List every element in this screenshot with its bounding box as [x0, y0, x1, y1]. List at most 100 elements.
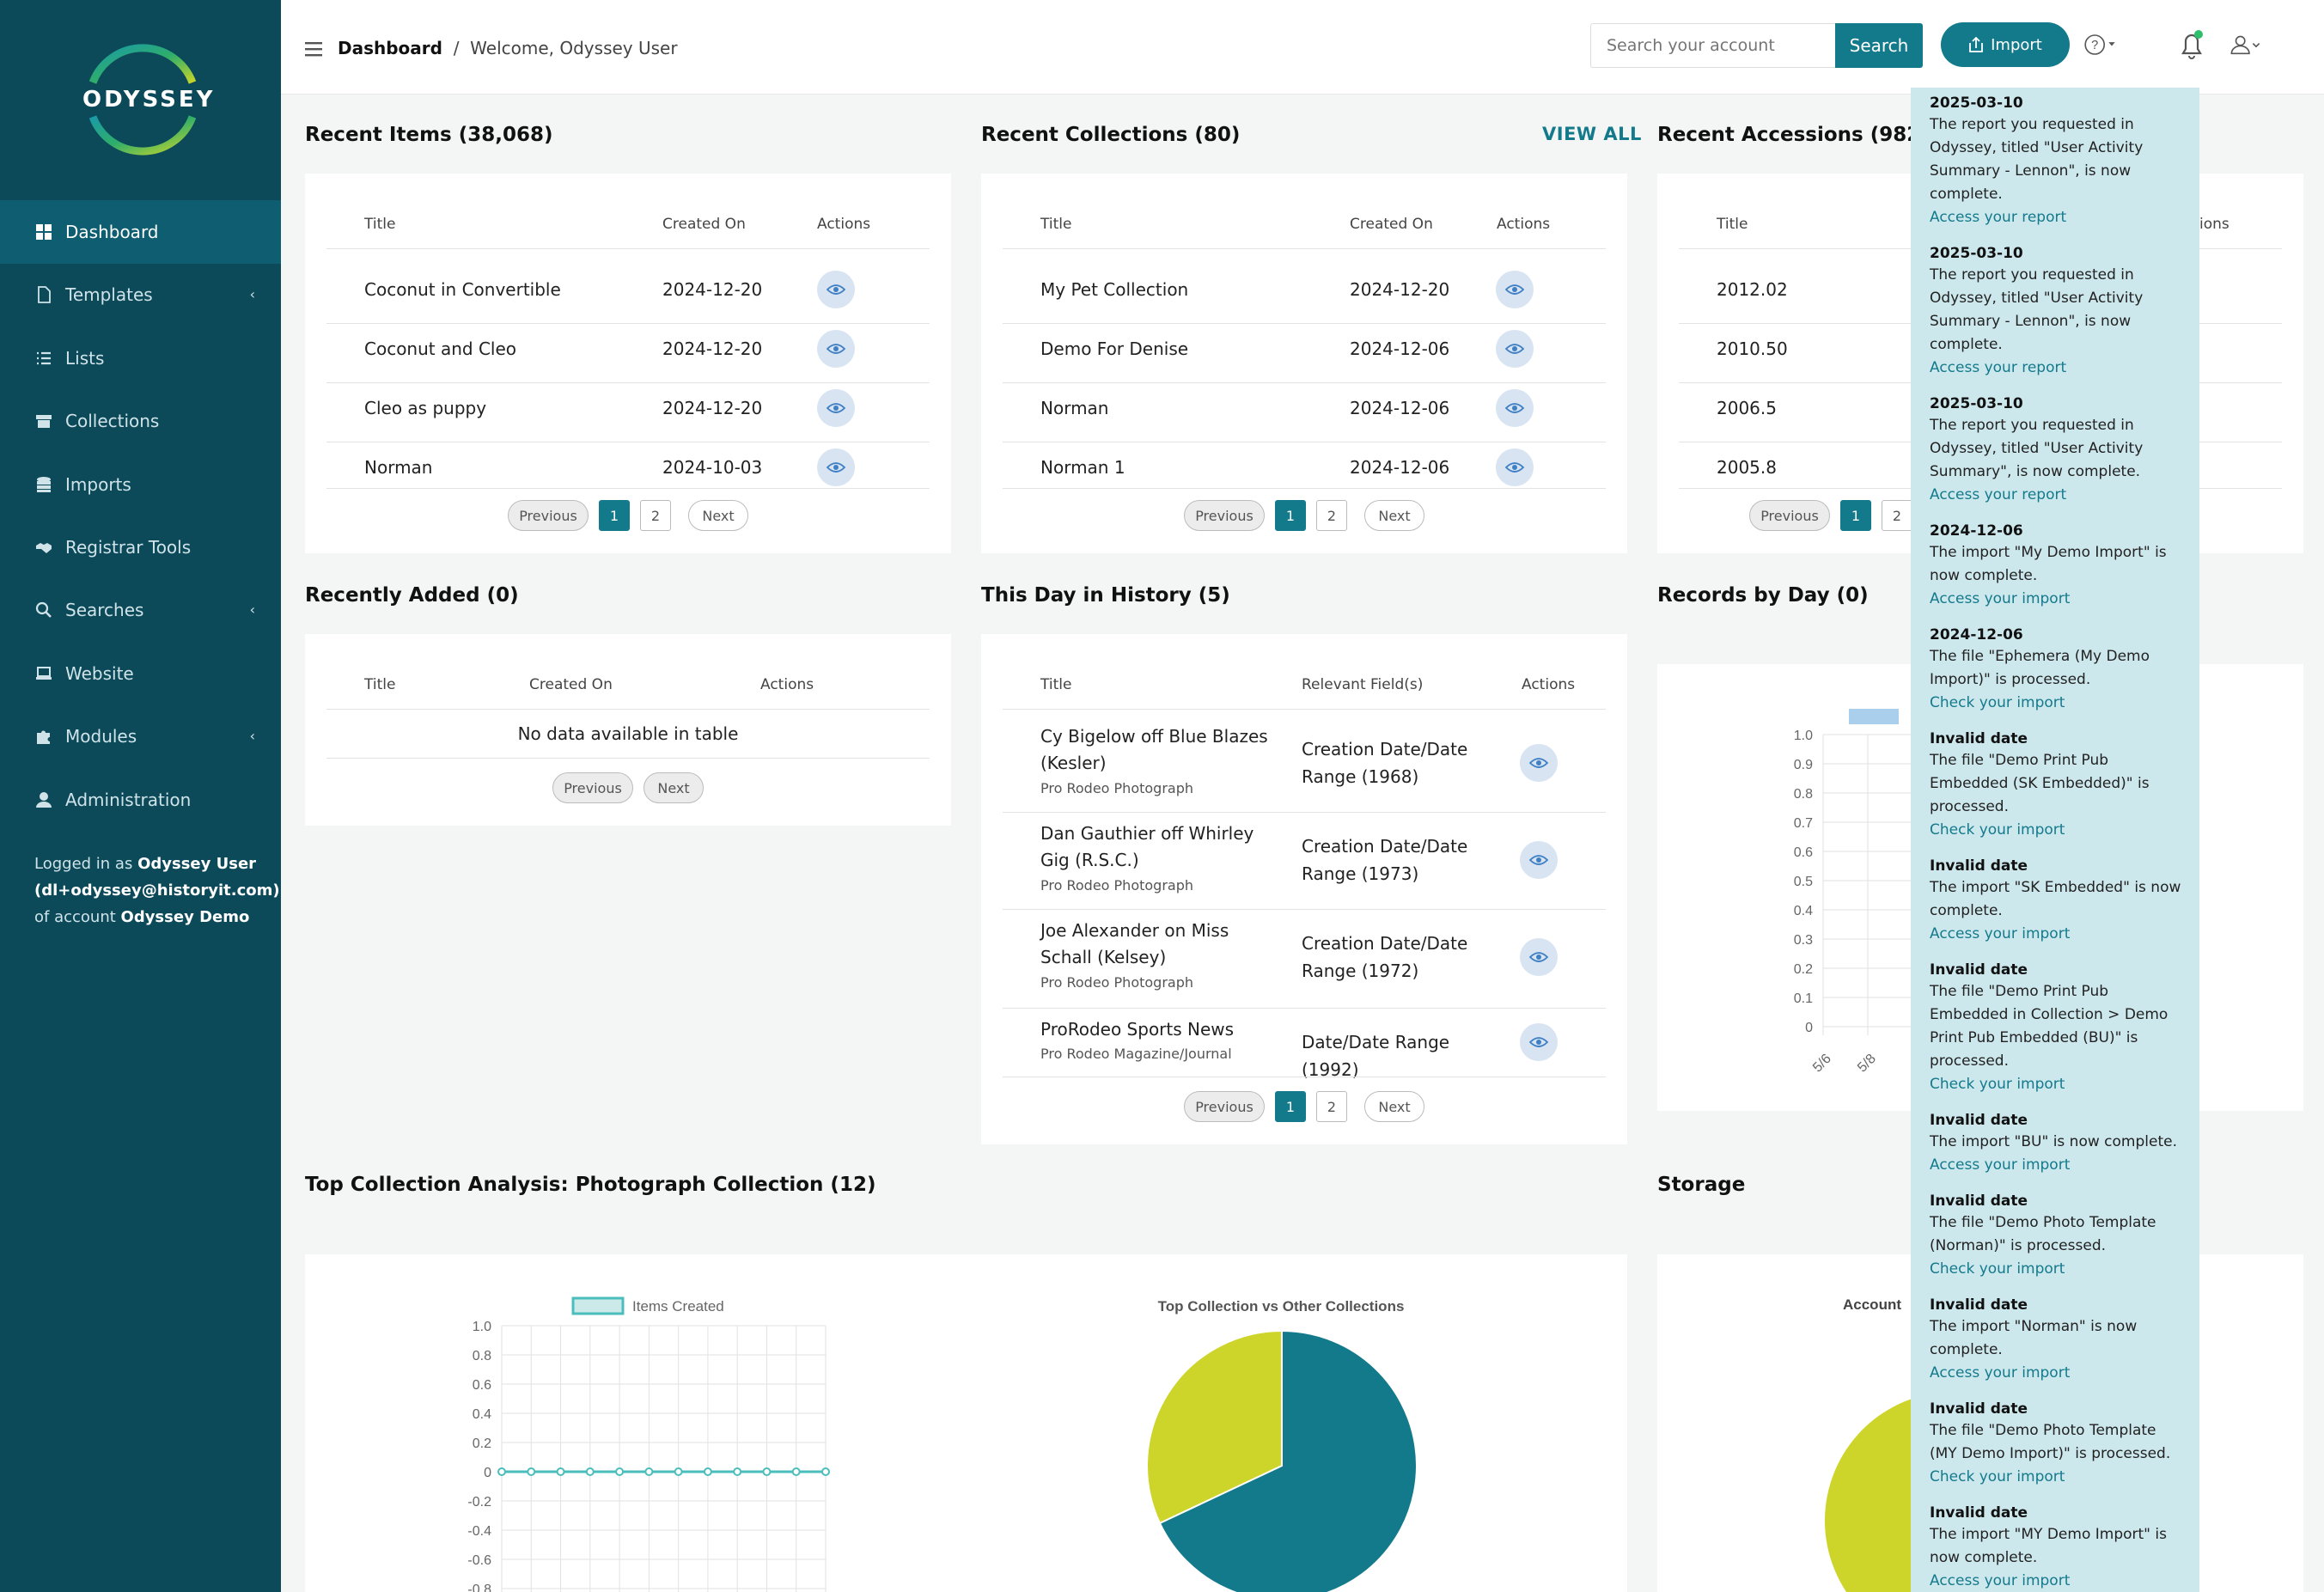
item-title[interactable]: Cleo as puppy — [364, 398, 487, 418]
recent-accessions-title: Recent Accessions (982) — [1657, 124, 1930, 146]
history-item-title[interactable]: Cy Bigelow off Blue Blazes (Kesler) — [1040, 723, 1268, 777]
view-all-link[interactable]: VIEW ALL — [1542, 124, 1642, 144]
sidebar-item-modules[interactable]: Modules ‹ — [0, 705, 281, 768]
notification-link[interactable]: Access your import — [1930, 925, 2071, 942]
sidebar-item-imports[interactable]: Imports — [0, 453, 281, 516]
page-2-button[interactable]: 2 — [1316, 500, 1347, 531]
eye-icon — [1505, 462, 1524, 473]
notification-link[interactable]: Check your import — [1930, 694, 2065, 711]
collection-title[interactable]: Norman — [1040, 398, 1109, 418]
accession-title[interactable]: 2012.02 — [1717, 279, 1788, 300]
accession-title[interactable]: 2010.50 — [1717, 339, 1788, 359]
recent-collections-card: Title Created On Actions My Pet Collecti… — [981, 174, 1627, 553]
page-2-button[interactable]: 2 — [1882, 500, 1912, 531]
prev-button[interactable]: Previous — [1184, 500, 1265, 531]
notification-message: Embedded (SK Embedded)" is — [1930, 775, 2150, 792]
notification-link[interactable]: Access your report — [1930, 359, 2067, 376]
pie-slice — [1158, 1329, 1418, 1592]
view-button[interactable] — [1496, 448, 1534, 486]
prev-button[interactable]: Previous — [1749, 500, 1830, 531]
user-menu-icon[interactable] — [2228, 26, 2266, 64]
notification-link[interactable]: Check your import — [1930, 1468, 2065, 1485]
sidebar-item-administration[interactable]: Administration — [0, 768, 281, 832]
collection-title[interactable]: Demo For Denise — [1040, 339, 1189, 359]
view-button[interactable] — [1520, 1023, 1558, 1061]
prev-button[interactable]: Previous — [508, 500, 589, 531]
col-created-on[interactable]: Created On — [1350, 216, 1433, 233]
page-2-button[interactable]: 2 — [640, 500, 671, 531]
page-2-button[interactable]: 2 — [1316, 1091, 1347, 1122]
x-tick-label: 5/8 — [1855, 1052, 1879, 1076]
accession-title[interactable]: 2005.8 — [1717, 457, 1777, 478]
notification-link[interactable]: Access your import — [1930, 1364, 2071, 1382]
notification-link[interactable]: Access your import — [1930, 590, 2071, 607]
col-created-on[interactable]: Created On — [662, 216, 746, 233]
sidebar-item-dashboard[interactable]: Dashboard — [0, 200, 281, 264]
eye-icon — [827, 462, 845, 473]
notification-link[interactable]: Access your import — [1930, 1572, 2071, 1589]
y-tick-label: 0 — [484, 1466, 491, 1480]
page-1-button[interactable]: 1 — [599, 500, 630, 531]
notification-link[interactable]: Access your import — [1930, 1156, 2071, 1174]
notification-link[interactable]: Check your import — [1930, 1076, 2065, 1093]
view-button[interactable] — [1520, 841, 1558, 879]
view-button[interactable] — [1496, 330, 1534, 368]
sidebar-item-templates[interactable]: Templates ‹ — [0, 263, 281, 326]
page-1-button[interactable]: 1 — [1840, 500, 1871, 531]
view-button[interactable] — [1496, 389, 1534, 427]
notification-link[interactable]: Access your report — [1930, 209, 2067, 226]
search-input[interactable] — [1590, 23, 1836, 68]
sidebar-item-searches[interactable]: Searches ‹ — [0, 578, 281, 642]
view-button[interactable] — [817, 271, 855, 308]
item-title[interactable]: Coconut in Convertible — [364, 279, 561, 300]
notification-link[interactable]: Check your import — [1930, 1260, 2065, 1278]
odyssey-logo[interactable]: ODYSSEY — [82, 38, 213, 158]
search-button[interactable]: Search — [1835, 23, 1923, 68]
view-button[interactable] — [1520, 744, 1558, 782]
notification-link[interactable]: Access your report — [1930, 486, 2067, 503]
item-title[interactable]: Coconut and Cleo — [364, 339, 517, 359]
collection-title[interactable]: My Pet Collection — [1040, 279, 1189, 300]
notification-link[interactable]: Check your import — [1930, 821, 2065, 839]
help-icon[interactable]: ? — [2083, 26, 2121, 64]
view-button[interactable] — [817, 389, 855, 427]
hamburger-menu-icon[interactable] — [305, 41, 322, 57]
collection-title[interactable]: Norman 1 — [1040, 457, 1125, 478]
page-1-button[interactable]: 1 — [1275, 500, 1306, 531]
next-button[interactable]: Next — [1364, 500, 1424, 531]
history-item-title[interactable]: ProRodeo Sports News — [1040, 1016, 1234, 1043]
notification-item: Invalid date The file "Demo Print Pub Embe… — [1930, 960, 2187, 1096]
col-title[interactable]: Title — [364, 676, 396, 693]
next-button[interactable]: Next — [1364, 1091, 1424, 1122]
view-button[interactable] — [817, 448, 855, 486]
col-title[interactable]: Title — [1040, 216, 1072, 233]
col-created-on[interactable]: Created On — [529, 676, 613, 693]
next-button[interactable]: Next — [644, 772, 704, 803]
data-point — [674, 1467, 683, 1476]
top-collection-pie-chart: Top Collection vs Other Collections — [1146, 1298, 1418, 1592]
view-button[interactable] — [1496, 271, 1534, 308]
sidebar-item-lists[interactable]: Lists — [0, 326, 281, 390]
col-title[interactable]: Title — [1040, 676, 1072, 693]
eye-icon — [827, 284, 845, 295]
item-title[interactable]: Norman — [364, 457, 433, 478]
view-button[interactable] — [817, 330, 855, 368]
page-1-button[interactable]: 1 — [1275, 1091, 1306, 1122]
col-title[interactable]: Title — [364, 216, 396, 233]
next-button[interactable]: Next — [688, 500, 748, 531]
notification-message: (MY Demo Import)" is processed. — [1930, 1445, 2171, 1462]
accession-title[interactable]: 2006.5 — [1717, 398, 1777, 418]
prev-button[interactable]: Previous — [552, 772, 633, 803]
bell-icon[interactable] — [2173, 26, 2211, 64]
sidebar-item-registrar-tools[interactable]: Registrar Tools — [0, 515, 281, 579]
sidebar-item-collections[interactable]: Collections — [0, 389, 281, 453]
col-relevant-fields[interactable]: Relevant Field(s) — [1302, 676, 1424, 693]
sidebar-item-website[interactable]: Website — [0, 642, 281, 705]
col-title[interactable]: Title — [1717, 216, 1748, 233]
history-item-title[interactable]: Joe Alexander on Miss Schall (Kelsey) — [1040, 918, 1229, 971]
breadcrumb-current[interactable]: Dashboard — [338, 38, 442, 58]
import-button[interactable]: Import — [1941, 22, 2070, 67]
history-item-title[interactable]: Dan Gauthier off Whirley Gig (R.S.C.) — [1040, 820, 1253, 874]
prev-button[interactable]: Previous — [1184, 1091, 1265, 1122]
view-button[interactable] — [1520, 938, 1558, 976]
